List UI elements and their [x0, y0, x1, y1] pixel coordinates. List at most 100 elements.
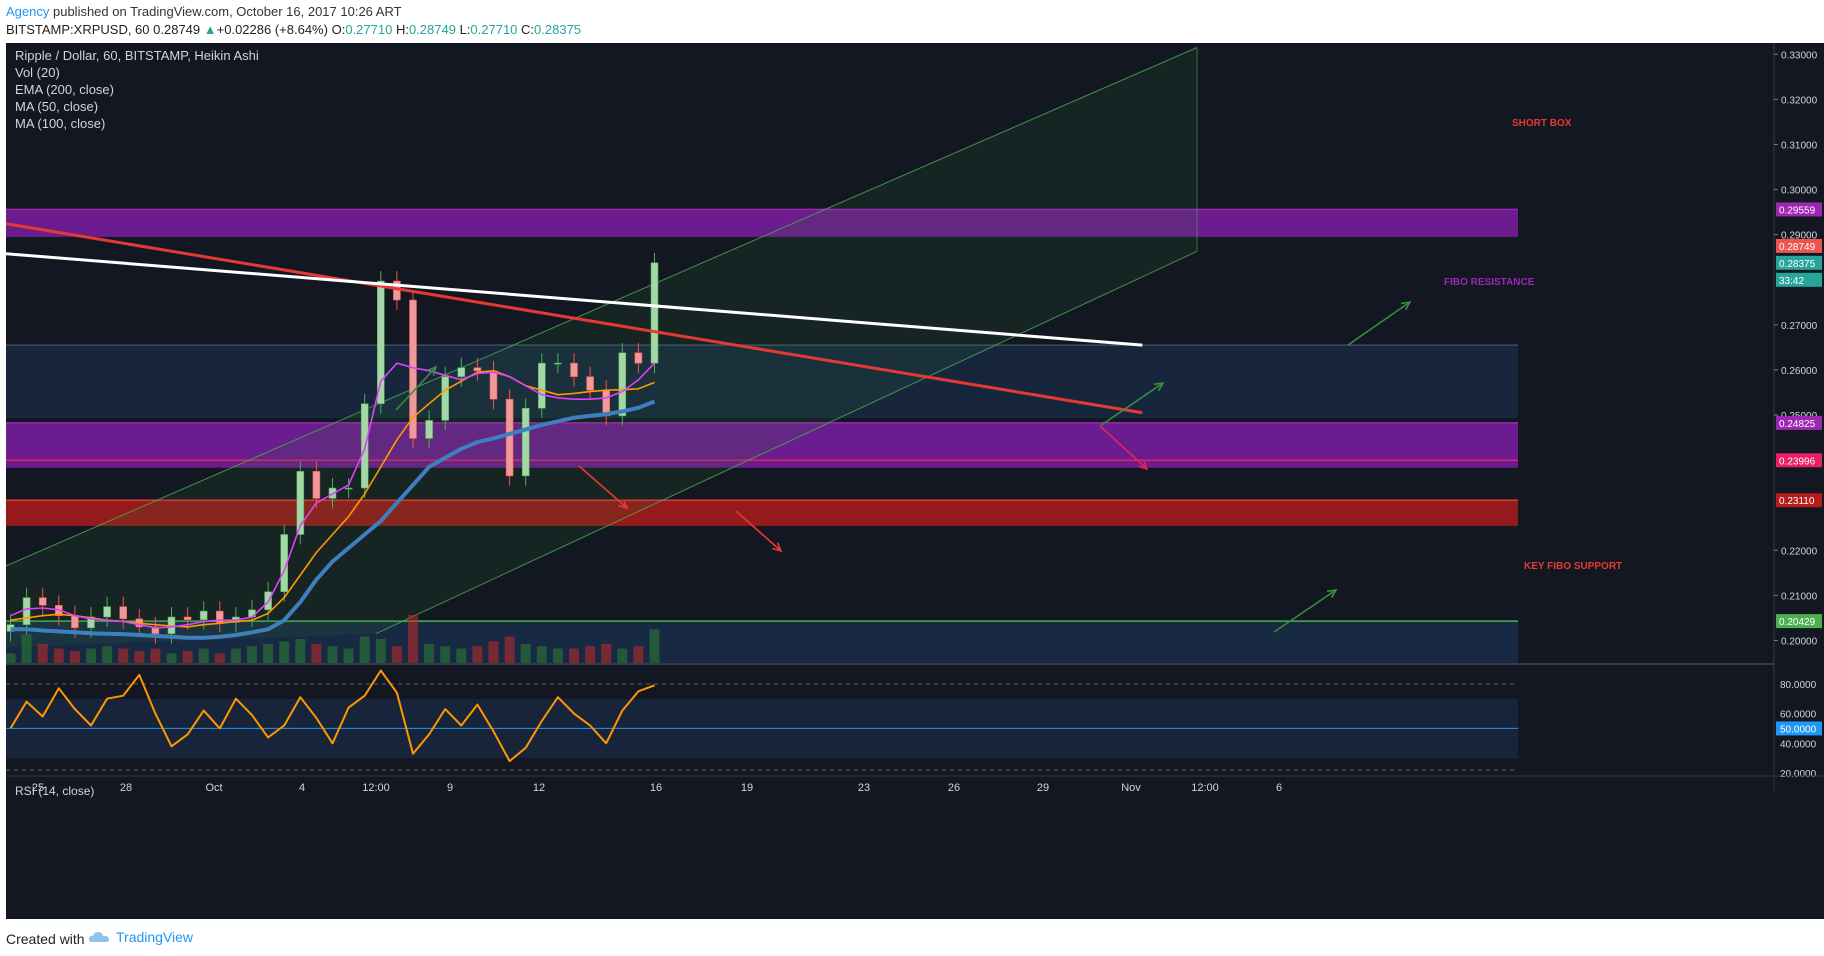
- candle-body: [409, 299, 417, 439]
- chart-area[interactable]: 0.33000 0.32000 0.31000 0.30000 0.29000 0.270…: [3, 43, 1824, 919]
- price-change: +0.02286 (+8.64%): [216, 22, 328, 37]
- candle-body: [22, 597, 31, 625]
- candle-body: [554, 362, 562, 365]
- chart-canvas[interactable]: 0.33000 0.32000 0.31000 0.30000 0.29000 0.270…: [3, 43, 1824, 919]
- range-box: [6, 345, 1518, 419]
- close-label: C:: [521, 22, 535, 37]
- rsi-line: [9, 669, 655, 763]
- time-tick-label: 19: [741, 782, 753, 794]
- volume-bar: [375, 639, 386, 663]
- rsi-tick-label: 60.0000: [1780, 710, 1817, 721]
- time-tick-label: 23: [858, 782, 870, 794]
- low-label: L:: [459, 22, 471, 37]
- cloud-icon: [88, 932, 109, 942]
- volume-bar: [520, 643, 531, 663]
- candle-body: [376, 280, 385, 405]
- time-tick-label: 6: [1276, 782, 1282, 794]
- volume-bar: [327, 646, 338, 663]
- tradingview-brand[interactable]: TradingView: [88, 929, 193, 945]
- low-value: 0.27710: [470, 22, 518, 37]
- candle-body: [634, 352, 643, 364]
- time-tick-label: 4: [299, 782, 305, 794]
- short-box-label: SHORT BOX: [1512, 118, 1572, 129]
- legend-ema: EMA (200, close): [15, 82, 114, 97]
- legend: Ripple / Dollar, 60, BITSTAMP, Heikin As…: [15, 48, 259, 131]
- candle-body: [199, 610, 208, 621]
- price-badge: [1776, 415, 1822, 430]
- candle-body: [618, 352, 627, 417]
- channel-upper-line: [5, 47, 1198, 567]
- time-tick-label: 12:00: [1191, 782, 1219, 794]
- candle-body: [650, 262, 659, 364]
- candle-body: [425, 420, 433, 439]
- volume-bar: [359, 636, 370, 663]
- rsi-tick-label: 40.0000: [1780, 739, 1817, 750]
- green-arrow-icon-head: [427, 365, 438, 376]
- price-tick-label: 0.29000: [1781, 231, 1818, 242]
- high-label: H:: [395, 22, 409, 37]
- indicators-layer: [10, 362, 656, 640]
- green-arrow-icon: [395, 366, 437, 411]
- open-value: 0.27710: [345, 22, 393, 37]
- price-axis-bg: [1774, 43, 1824, 776]
- green-arrow-icon: [1099, 382, 1164, 427]
- candle-body: [151, 626, 160, 634]
- volume-bar: [86, 648, 96, 663]
- candle-body: [87, 616, 95, 629]
- last-price: 0.28749: [153, 22, 201, 37]
- price-badge: [1776, 202, 1822, 217]
- red-arrow-icon: [735, 510, 782, 552]
- close-value: 0.28375: [534, 22, 582, 37]
- volume-bar: [37, 643, 48, 663]
- volume-bar: [617, 648, 628, 663]
- candle-body: [521, 407, 530, 477]
- volume-bar: [649, 629, 660, 663]
- legend-title: Ripple / Dollar, 60, BITSTAMP, Heikin As…: [15, 48, 259, 63]
- time-tick-label: 26: [948, 782, 960, 794]
- candle-body: [505, 398, 514, 477]
- volume-bar: [69, 651, 80, 663]
- legend-ma100: MA (100, close): [15, 116, 105, 131]
- candle-body: [71, 615, 79, 629]
- green-arrow-icon: [1347, 301, 1411, 346]
- volume-bar: [488, 641, 499, 663]
- time-tick-label: 25: [32, 782, 44, 794]
- time-tick-label: Oct: [205, 782, 222, 794]
- price-badge-label: 0.20429: [1779, 617, 1816, 628]
- red-support-zone: [6, 500, 1518, 526]
- author-link[interactable]: Agency: [6, 4, 50, 19]
- volume-bar: [552, 648, 563, 663]
- time-tick-label: 16: [650, 782, 662, 794]
- volume-bar: [150, 648, 161, 663]
- price-badge-label: 0.28749: [1779, 242, 1816, 253]
- candle-body: [344, 487, 353, 490]
- publish-text: published on TradingView.com, October 16…: [49, 4, 402, 19]
- price-badge: [1776, 272, 1822, 287]
- price-tick-label: 0.20000: [1781, 636, 1818, 647]
- red-arrow-icon: [578, 465, 628, 509]
- price-tick-label: 0.22000: [1781, 546, 1818, 557]
- candle-body: [441, 376, 450, 421]
- symbol-label: BITSTAMP:XRPUSD, 60: [6, 22, 150, 37]
- chart-header: Agency published on TradingView.com, Oct…: [0, 0, 1824, 42]
- fibo-resistance-label: FIBO RESISTANCE: [1444, 277, 1535, 288]
- ohlc-line: BITSTAMP:XRPUSD, 60 0.28749 ▲+0.02286 (+…: [6, 22, 581, 37]
- legend-ma50: MA (50, close): [15, 99, 98, 114]
- time-tick-label: Nov: [1121, 782, 1141, 794]
- price-tick-label: 0.32000: [1781, 95, 1818, 106]
- magenta-arrow-icon: [1099, 425, 1148, 470]
- volume-bar: [166, 653, 177, 663]
- volume-bar: [504, 636, 515, 663]
- volume-bar: [279, 641, 290, 663]
- up-arrow-icon: ▲: [203, 22, 217, 37]
- volume-bar: [102, 646, 113, 663]
- rsi-tick-label: 80.0000: [1780, 680, 1817, 691]
- volume-bar: [230, 648, 241, 663]
- candle-body: [537, 362, 546, 409]
- volume-bar: [263, 643, 274, 663]
- rsi-badge-label: 50.0000: [1780, 724, 1817, 735]
- price-badge: [1776, 614, 1822, 629]
- price-tick-label: 0.21000: [1781, 591, 1818, 602]
- candle-body: [586, 376, 594, 391]
- candle-body: [473, 367, 482, 372]
